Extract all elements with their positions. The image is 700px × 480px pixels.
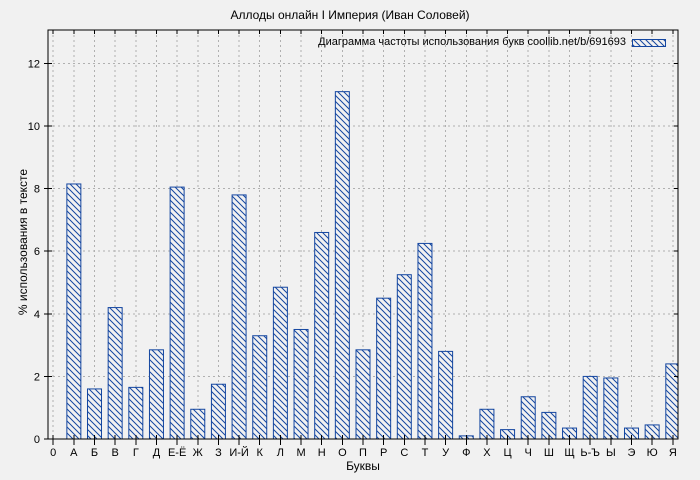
x-tick-label: Г xyxy=(133,447,139,459)
bar-rect xyxy=(107,307,123,439)
bar-rect xyxy=(582,375,598,439)
x-tick-label: О xyxy=(338,447,347,459)
bar-rect xyxy=(396,274,412,439)
x-tick-label: С xyxy=(400,447,408,459)
bar-М xyxy=(293,328,309,439)
bar-rect xyxy=(190,408,206,439)
y-axis-label: % использования в тексте xyxy=(16,168,30,316)
bar-rect xyxy=(210,383,226,439)
y-tick-label: 10 xyxy=(28,121,40,133)
bar-Ж xyxy=(190,408,206,439)
bar-В xyxy=(107,307,123,439)
y-tick-label: 0 xyxy=(34,434,40,446)
bar-Л xyxy=(272,286,288,439)
x-tick-label: Ш xyxy=(544,447,554,459)
bar-Б xyxy=(87,388,103,439)
x-tick-label: П xyxy=(359,447,367,459)
x-tick-label: Д xyxy=(153,447,161,459)
bar-rect xyxy=(293,328,309,439)
bar-rect xyxy=(314,231,330,439)
x-tick-label: Р xyxy=(380,447,387,459)
bar-rect xyxy=(438,350,454,439)
bar-У xyxy=(438,350,454,439)
x-tick-label: Ф xyxy=(462,447,470,459)
bar-И-Й xyxy=(231,194,247,439)
x-tick-label: Ь-Ъ xyxy=(580,447,600,459)
bar-rect xyxy=(520,396,536,439)
chart-title: Аллоды онлайн I Империя (Иван Соловей) xyxy=(230,8,470,22)
bar-Р xyxy=(376,297,392,439)
y-tick-label: 12 xyxy=(28,58,40,70)
bar-П xyxy=(355,349,371,439)
bar-Ш xyxy=(541,411,557,439)
y-tick-label: 4 xyxy=(34,309,40,321)
x-axis-label: Буквы xyxy=(346,459,380,473)
x-tick-label: Щ xyxy=(564,447,574,459)
y-tick-label: 6 xyxy=(34,246,40,258)
bar-rect xyxy=(334,91,350,439)
bar-Г xyxy=(128,386,144,439)
x-tick-label: И-Й xyxy=(229,446,248,459)
x-tick-label: У xyxy=(442,447,450,459)
bar-rect xyxy=(169,186,185,439)
x-tick-label: Л xyxy=(277,447,284,459)
bar-Ч xyxy=(520,396,536,439)
bar-Ц xyxy=(500,429,516,439)
x-tick-label: Н xyxy=(318,447,326,459)
y-tick-label: 8 xyxy=(34,184,40,196)
bar-Д xyxy=(148,349,164,439)
bar-С xyxy=(396,274,412,439)
x-tick-label: А xyxy=(70,447,78,459)
bar-Х xyxy=(479,408,495,439)
bar-rect xyxy=(272,286,288,439)
tick-marks xyxy=(44,30,678,445)
x-tick-label: Э xyxy=(628,447,636,459)
x-tick-label: Т xyxy=(422,447,429,459)
bar-З xyxy=(210,383,226,439)
bar-Е-Ё xyxy=(169,186,185,439)
x-tick-label: Ж xyxy=(193,447,203,459)
x-tick-label: Е-Ё xyxy=(168,447,186,459)
x-tick-label: З xyxy=(215,447,222,459)
bar-rect xyxy=(500,429,516,439)
y-tick-label: 2 xyxy=(34,371,40,383)
x-tick-label: Ц xyxy=(504,447,512,459)
x-tick-label: К xyxy=(257,447,264,459)
bar-А xyxy=(66,183,82,439)
x-tick-label: Ч xyxy=(525,447,532,459)
x-tick-label: Б xyxy=(91,447,98,459)
bar-О xyxy=(334,91,350,439)
bars xyxy=(66,91,678,439)
legend-swatch xyxy=(632,39,666,47)
bar-rect xyxy=(355,349,371,439)
bar-rect xyxy=(148,349,164,439)
x-tick-label: М xyxy=(296,447,305,459)
x-tick-label: Х xyxy=(483,447,491,459)
bar-rect xyxy=(603,377,619,439)
bar-rect xyxy=(376,297,392,439)
bar-rect xyxy=(252,335,268,439)
bar-rect xyxy=(231,194,247,439)
x-tick-label: В xyxy=(111,447,118,459)
bar-Т xyxy=(417,242,433,439)
bar-Я xyxy=(665,363,678,439)
bar-rect xyxy=(479,408,495,439)
bar-К xyxy=(252,335,268,439)
bar-Ы xyxy=(603,377,619,439)
x-tick-label: 0 xyxy=(50,447,56,459)
bar-rect xyxy=(128,386,144,439)
bar-rect xyxy=(87,388,103,439)
bar-rect xyxy=(417,242,433,439)
legend-label: Диаграмма частоты использования букв coo… xyxy=(318,36,626,48)
bar-rect xyxy=(66,183,82,439)
x-tick-label: Я xyxy=(669,447,677,459)
x-tick-label: Ю xyxy=(647,447,658,459)
bar-Н xyxy=(314,231,330,439)
bar-Ь-Ъ xyxy=(582,375,598,439)
x-tick-label: Ы xyxy=(606,447,616,459)
